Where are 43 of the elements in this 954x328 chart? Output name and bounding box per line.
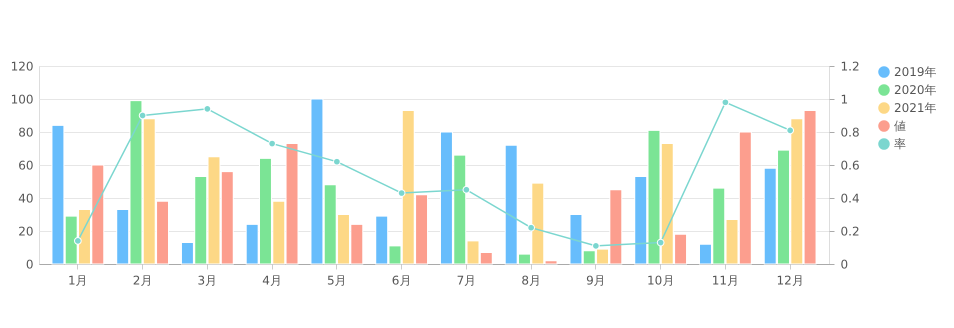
y2-tick-label: 0.4 [840, 192, 860, 206]
y2-tick-label: 1.2 [840, 60, 860, 74]
point [592, 242, 600, 250]
legend-label: 2021年 [894, 101, 937, 115]
y2-tick-label: 0.2 [840, 224, 860, 238]
y2-tick-label: 1 [840, 92, 848, 106]
point [656, 238, 664, 246]
point [204, 105, 212, 113]
legend-label: 2019年 [894, 65, 937, 79]
x-tick-label: 12月 [776, 274, 804, 288]
point [333, 158, 341, 166]
point [398, 189, 406, 197]
y-tick-label: 20 [18, 224, 34, 238]
x-tick-label: 11月 [712, 274, 740, 288]
x-tick-label: 7月 [456, 274, 476, 288]
y2-tick-label: 0.8 [840, 126, 860, 140]
legend-label: 値 [894, 119, 906, 133]
point [786, 126, 794, 134]
point [74, 237, 82, 245]
y-tick-label: 40 [18, 192, 34, 206]
point [462, 186, 470, 194]
x-tick-label: 2月 [132, 274, 152, 288]
point [527, 224, 535, 232]
y-tick-label: 60 [18, 158, 34, 172]
x-tick-label: 9月 [586, 274, 606, 288]
legend-label: 率 [894, 137, 906, 151]
point [268, 140, 276, 148]
y-tick-label: 120 [10, 60, 34, 74]
point [722, 98, 730, 106]
x-tick-label: 5月 [327, 274, 347, 288]
x-tick-label: 8月 [521, 274, 541, 288]
y-tick-label: 0 [26, 258, 34, 272]
legend-label: 2020年 [894, 83, 937, 97]
y-tick-label: 100 [10, 92, 34, 106]
x-tick-label: 4月 [262, 274, 282, 288]
point [138, 112, 146, 120]
y2-tick-label: 0 [840, 258, 848, 272]
x-tick-label: 3月 [198, 274, 218, 288]
y-tick-label: 80 [18, 126, 34, 140]
x-tick-label: 10月 [647, 274, 674, 288]
x-tick-label: 6月 [392, 274, 412, 288]
y2-tick-label: 0.6 [840, 158, 860, 172]
x-tick-label: 1月 [68, 274, 88, 288]
